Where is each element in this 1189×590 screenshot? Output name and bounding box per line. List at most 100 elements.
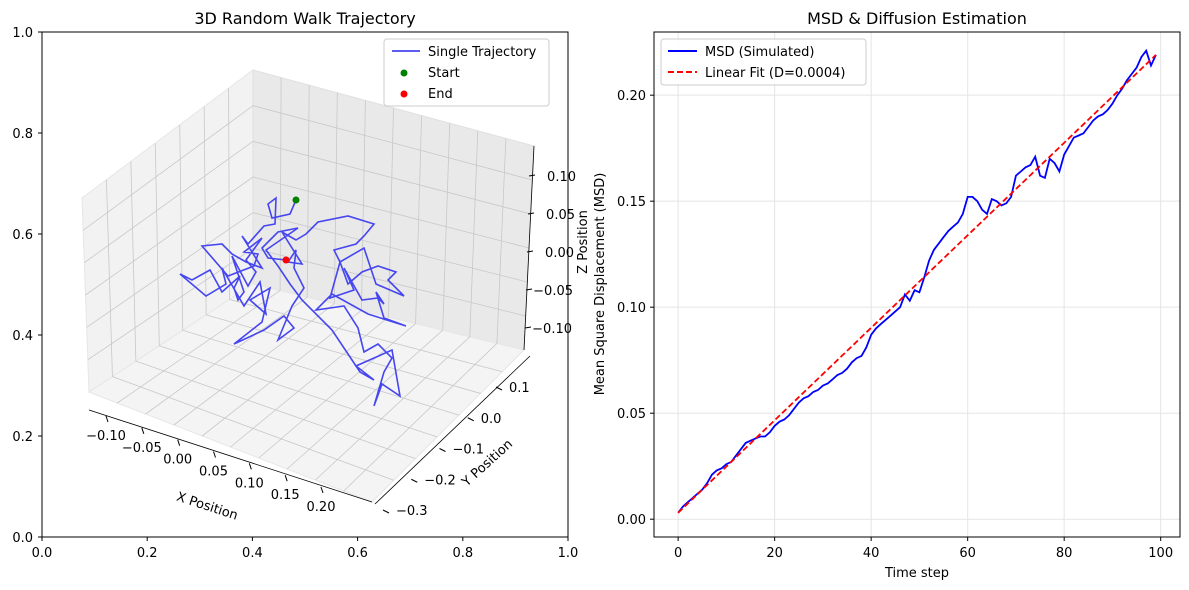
floor-grid-line <box>135 360 416 459</box>
floor-grid-line <box>145 296 308 415</box>
floor-grid-line <box>315 336 471 481</box>
x-tick-label: 20 <box>766 546 783 561</box>
floor-grid-line <box>112 376 394 481</box>
z-tick-3d <box>527 212 535 215</box>
y-tick-3d <box>467 417 474 422</box>
frame-x-tick-label: 0.0 <box>32 546 53 561</box>
frame-ticks: 0.0 0.2 0.4 0.6 0.8 1.0 0.0 0.2 0.4 0.6 0.8 1.0 <box>12 26 578 561</box>
legend-label: Linear Fit (D=0.0004) <box>705 66 845 81</box>
floor-grid-line <box>182 329 459 416</box>
z-tick-label-3d: −0.05 <box>533 284 573 299</box>
x-tick-3d <box>105 415 109 423</box>
y-ticks-3d: −0.3 −0.2 −0.1 0.0 0.1 <box>382 381 530 519</box>
ticks-msd: 0 20 40 60 80 100 0.00 0.05 0.10 0.15 0.20 <box>617 89 1173 561</box>
floor-grid-line <box>173 303 335 426</box>
x-tick-3d <box>284 475 288 482</box>
grid-msd <box>654 32 1180 537</box>
legend-label: MSD (Simulated) <box>705 45 814 60</box>
legend-msd: MSD (Simulated) Linear Fit (D=0.0004) <box>660 38 867 86</box>
legend-label: Single Trajectory <box>428 45 537 60</box>
panel-msd: MSD & Diffusion Estimation 0 20 40 60 80 1000… <box>593 9 1181 581</box>
floor-grid-line <box>229 299 503 373</box>
floor-grid-line <box>117 290 281 404</box>
z-axis-label: Z Position <box>576 210 591 274</box>
y-tick-label-3d: 0.0 <box>481 412 502 427</box>
z-tick-label-3d: 0.00 <box>545 246 574 261</box>
y-tick-label-3d: −0.2 <box>424 473 456 488</box>
x-ticks-3d: −0.10−0.050.00 0.05 0.10 0.15 0.20 <box>86 415 336 515</box>
z-tick-3d <box>525 288 533 291</box>
floor-grid-line <box>343 343 498 492</box>
floor-grid-line <box>286 329 443 470</box>
back-grid-line <box>252 176 530 249</box>
y-tick-label-3d: −0.3 <box>396 504 428 519</box>
legend-start-marker <box>400 69 408 77</box>
z-axis-3d <box>523 145 535 351</box>
x-tick-label-3d: 0.00 <box>163 453 192 468</box>
floor-grid-line <box>206 314 481 394</box>
x-axis-label: Time step <box>884 566 949 581</box>
frame-y-tick-label: 0.2 <box>12 430 33 445</box>
chart-title: MSD & Diffusion Estimation <box>807 9 1027 28</box>
y-tick-label-3d: −0.1 <box>453 443 485 458</box>
x-tick-label: 0 <box>674 546 682 561</box>
y-axis-3d <box>374 355 531 505</box>
series-msd <box>677 48 1157 514</box>
y-tick-label-3d: 0.1 <box>509 381 530 396</box>
x-tick-label-3d: 0.15 <box>271 488 300 503</box>
frame-x-tick-label: 0.8 <box>452 546 473 561</box>
legend-label: End <box>428 87 453 102</box>
panel-3d: 3D Random Walk Trajectory 0.0 0.2 0.4 0.6 0.… <box>12 9 591 561</box>
x-tick-label-3d: 0.05 <box>199 465 228 480</box>
x-tick-label: 60 <box>959 546 976 561</box>
legend-end-marker <box>400 90 408 98</box>
y-tick-3d <box>411 478 418 483</box>
side-grid-line <box>85 176 254 296</box>
floor-grid-line <box>230 316 389 448</box>
side-grid-line <box>86 212 254 328</box>
legend-frame <box>660 38 867 86</box>
y-tick-3d <box>382 509 390 514</box>
plot-frame <box>653 31 1181 538</box>
legend-label: Start <box>428 66 460 81</box>
floor-grid-line <box>201 310 362 437</box>
side-grid-line <box>84 141 254 263</box>
x-tick-label-3d: −0.10 <box>86 429 126 444</box>
z-tick-label-3d: 0.05 <box>546 208 575 223</box>
trajectory-series <box>179 196 407 407</box>
fit-line <box>677 54 1157 514</box>
z-tick-label-3d: 0.10 <box>547 170 576 185</box>
frame-x-tick-label: 0.2 <box>137 546 158 561</box>
z-tick-3d <box>528 174 536 177</box>
frame-y-tick-label: 0.8 <box>12 127 33 142</box>
x-tick-3d <box>141 427 145 434</box>
x-tick-3d <box>320 486 324 494</box>
frame-2d <box>41 31 569 538</box>
z-tick-label-3d: −0.10 <box>532 322 572 337</box>
z-tick-3d <box>526 250 534 253</box>
x-tick-3d <box>248 463 252 470</box>
back-grid-line <box>252 212 528 283</box>
side-grid-line <box>82 105 254 231</box>
side-grid-line <box>87 248 254 360</box>
frame-y-tick-label: 0.6 <box>12 228 33 243</box>
frame-x-tick-label: 0.4 <box>242 546 263 561</box>
frame-x-tick-label: 0.6 <box>347 546 368 561</box>
chart-title: 3D Random Walk Trajectory <box>194 9 415 28</box>
x-tick-label: 100 <box>1148 546 1173 561</box>
x-tick-3d <box>213 451 216 458</box>
y-axis-label: Mean Square Displacement (MSD) <box>593 173 608 396</box>
x-tick-label-3d: 0.20 <box>307 500 336 515</box>
y-tick-label: 0.10 <box>617 301 646 316</box>
z-tick-3d <box>524 326 532 329</box>
y-tick-label: 0.00 <box>617 513 646 528</box>
x-tick-label: 80 <box>1056 546 1073 561</box>
frame-y-tick-label: 0.4 <box>12 329 33 344</box>
grid-3d <box>82 77 533 492</box>
x-axis-3d <box>88 409 373 503</box>
y-tick-label: 0.05 <box>617 407 646 422</box>
back-grid-line <box>252 105 533 181</box>
x-tick-label-3d: 0.10 <box>235 476 264 491</box>
x-tick-3d <box>177 439 181 446</box>
